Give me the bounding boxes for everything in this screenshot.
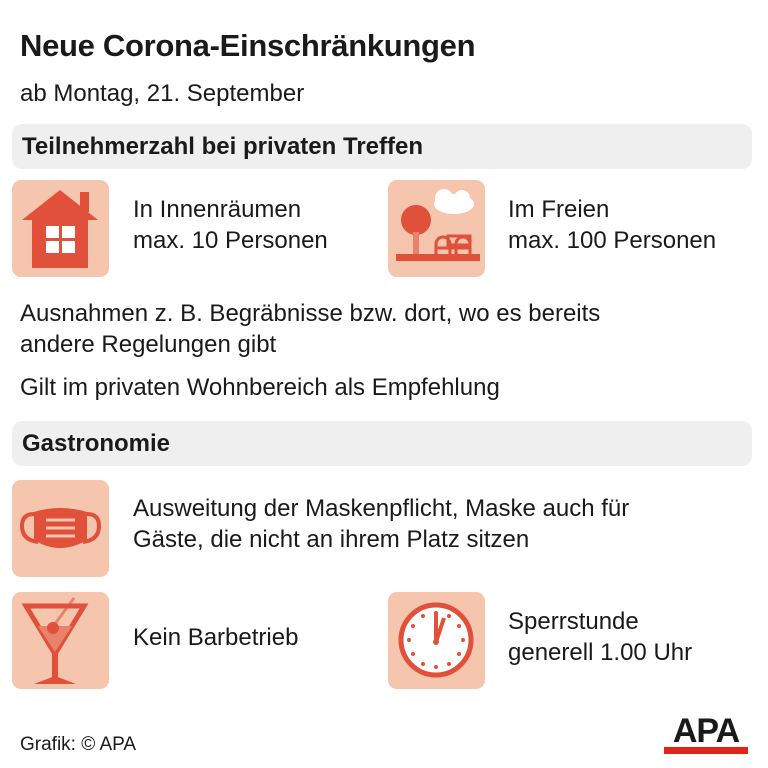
curfew-line2: generell 1.00 Uhr: [508, 639, 693, 666]
apa-logo: APA: [664, 712, 748, 754]
apa-logo-bar: [664, 747, 748, 754]
mask-icon: [12, 480, 109, 577]
outdoor-rule: Im Freien max. 100 Personen: [508, 194, 716, 256]
page-subtitle: ab Montag, 21. September: [20, 80, 305, 107]
house-icon: [12, 180, 109, 277]
recommendation-note: Gilt im privaten Wohnbereich als Empfehl…: [20, 374, 500, 401]
outdoor-line2: max. 100 Personen: [508, 227, 717, 254]
mask-rule: Ausweitung der Maskenpflicht, Maske auch…: [133, 493, 629, 555]
exceptions-note: Ausnahmen z. B. Begräbnisse bzw. dort, w…: [20, 298, 600, 360]
bar-rule: Kein Barbetrieb: [133, 624, 299, 651]
exceptions-line2: andere Regelungen gibt: [20, 331, 277, 358]
page-title: Neue Corona-Einschränkungen: [20, 28, 476, 63]
section-heading-gastronomy: Gastronomie: [12, 421, 752, 466]
apa-logo-text: APA: [672, 712, 740, 750]
indoor-rule: In Innenräumen max. 10 Personen: [133, 194, 328, 256]
outdoor-line1: Im Freien: [508, 196, 610, 223]
mask-line2: Gäste, die nicht an ihrem Platz sitzen: [133, 526, 530, 553]
curfew-rule: Sperrstunde generell 1.00 Uhr: [508, 606, 692, 668]
cocktail-icon: [12, 592, 109, 689]
mask-line1: Ausweitung der Maskenpflicht, Maske auch…: [133, 495, 630, 522]
section-heading-private-meetings: Teilnehmerzahl bei privaten Treffen: [12, 124, 752, 169]
clock-icon: [388, 592, 485, 689]
curfew-line1: Sperrstunde: [508, 608, 639, 635]
indoor-line1: In Innenräumen: [133, 196, 302, 223]
exceptions-line1: Ausnahmen z. B. Begräbnisse bzw. dort, w…: [20, 300, 601, 327]
indoor-line2: max. 10 Personen: [133, 227, 328, 254]
credit: Grafik: © APA: [20, 734, 137, 755]
park-icon: [388, 180, 485, 277]
